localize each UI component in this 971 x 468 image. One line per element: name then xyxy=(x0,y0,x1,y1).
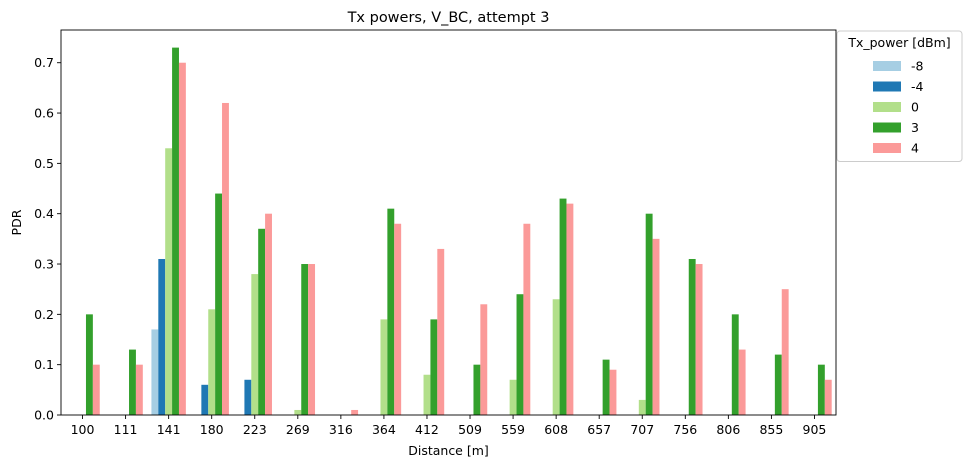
bar-756-series-4 xyxy=(695,264,703,415)
bar-111-series-3 xyxy=(129,349,136,415)
bar-412-series-3 xyxy=(430,319,438,415)
legend-label: 3 xyxy=(911,120,919,135)
y-axis: 0.0 0.1 0.2 0.3 0.4 0.5 0.6 0.7 xyxy=(34,55,61,423)
x-tick-label: 412 xyxy=(415,422,439,437)
bar-905-series-3 xyxy=(817,364,825,415)
bar-855-series-4 xyxy=(781,289,789,415)
bar-509-series-4 xyxy=(480,304,488,415)
x-tick-label: 269 xyxy=(286,422,310,437)
legend-label: 4 xyxy=(911,141,919,156)
bar-364-series-2 xyxy=(380,319,388,415)
x-tick-label: 223 xyxy=(243,422,267,437)
x-tick-label: 141 xyxy=(157,422,181,437)
bar-223-series-3 xyxy=(258,228,266,415)
x-tick-label: 905 xyxy=(803,422,827,437)
bar-559-series-4 xyxy=(523,223,531,415)
bar-141-series-1 xyxy=(158,258,166,415)
y-tick-label: 0.0 xyxy=(34,408,54,423)
bar-223-series-2 xyxy=(251,274,259,415)
y-tick-label: 0.6 xyxy=(34,106,54,121)
legend-title: Tx_power [dBm] xyxy=(847,35,950,50)
x-axis-title: Distance [m] xyxy=(408,443,489,458)
y-axis-title: PDR xyxy=(9,209,24,235)
x-tick-label: 657 xyxy=(587,422,611,437)
bar-141-series-0 xyxy=(151,329,159,415)
legend-label: -8 xyxy=(911,59,924,74)
bar-141-series-3 xyxy=(172,47,179,416)
bar-100-series-4 xyxy=(92,364,100,415)
legend-label: 0 xyxy=(911,100,919,115)
y-tick-label: 0.7 xyxy=(34,55,54,70)
legend: Tx_power [dBm] -8 -4 0 3 4 xyxy=(836,30,963,162)
bar-223-series-4 xyxy=(265,213,272,415)
legend-swatch xyxy=(873,61,901,71)
bar-559-series-2 xyxy=(509,379,517,415)
x-tick-label: 364 xyxy=(372,422,396,437)
bar-707-series-4 xyxy=(652,238,660,415)
bar-707-series-2 xyxy=(638,399,646,415)
bar-412-series-4 xyxy=(437,248,445,415)
bar-905-series-4 xyxy=(824,379,832,415)
x-tick-label: 806 xyxy=(716,422,740,437)
x-tick-label: 707 xyxy=(630,422,654,437)
bar-559-series-3 xyxy=(516,294,524,415)
y-tick-label: 0.4 xyxy=(34,206,54,221)
x-tick-label: 756 xyxy=(673,422,697,437)
bar-657-series-3 xyxy=(602,359,610,415)
x-tick-label: 100 xyxy=(71,422,95,437)
x-tick-label: 608 xyxy=(544,422,568,437)
bar-364-series-3 xyxy=(387,208,395,415)
bar-412-series-2 xyxy=(423,374,431,415)
bar-806-series-3 xyxy=(731,314,739,415)
bar-180-series-4 xyxy=(222,102,229,415)
bar-509-series-3 xyxy=(473,364,481,415)
legend-box xyxy=(836,30,963,162)
x-tick-label: 111 xyxy=(114,422,138,437)
legend-swatch xyxy=(873,143,901,153)
bar-608-series-4 xyxy=(566,203,574,415)
bar-141-series-4 xyxy=(178,62,186,416)
y-tick-label: 0.5 xyxy=(34,156,54,171)
legend-label: -4 xyxy=(911,79,924,94)
bar-269-series-4 xyxy=(308,264,316,415)
x-tick-label: 509 xyxy=(458,422,482,437)
plot-frame xyxy=(60,29,837,416)
bar-180-series-1 xyxy=(201,384,209,415)
bar-100-series-3 xyxy=(85,314,93,415)
legend-swatch xyxy=(873,81,901,92)
bar-364-series-4 xyxy=(394,223,402,415)
bars-layer xyxy=(85,47,832,416)
bar-316-series-4 xyxy=(351,409,359,415)
y-tick-label: 0.1 xyxy=(34,357,54,372)
bar-806-series-4 xyxy=(738,349,746,415)
y-tick-label: 0.3 xyxy=(34,257,54,272)
bar-269-series-3 xyxy=(301,264,309,415)
bar-269-series-2 xyxy=(294,409,302,415)
x-axis: 100 111 141 180 223 269 316 364 412 509 559 608 657 7… xyxy=(71,415,827,437)
bar-608-series-2 xyxy=(552,299,560,415)
legend-swatch xyxy=(873,102,901,112)
chart-title: Tx powers, V_BC, attempt 3 xyxy=(347,10,550,26)
bar-657-series-4 xyxy=(609,369,617,415)
bar-180-series-3 xyxy=(215,193,223,415)
bar-223-series-1 xyxy=(244,379,252,415)
bar-855-series-3 xyxy=(774,354,782,415)
x-tick-label: 316 xyxy=(329,422,353,437)
legend-items: -8 -4 0 3 4 xyxy=(873,59,924,156)
bar-707-series-3 xyxy=(645,213,653,415)
legend-swatch xyxy=(873,122,901,133)
bar-111-series-4 xyxy=(135,364,143,415)
y-tick-label: 0.2 xyxy=(34,307,54,322)
x-tick-label: 855 xyxy=(759,422,783,437)
bar-141-series-2 xyxy=(165,148,173,415)
x-tick-label: 180 xyxy=(200,422,224,437)
x-tick-label: 559 xyxy=(501,422,525,437)
bar-608-series-3 xyxy=(559,198,567,415)
bar-180-series-2 xyxy=(208,309,216,415)
bar-756-series-3 xyxy=(688,258,696,415)
